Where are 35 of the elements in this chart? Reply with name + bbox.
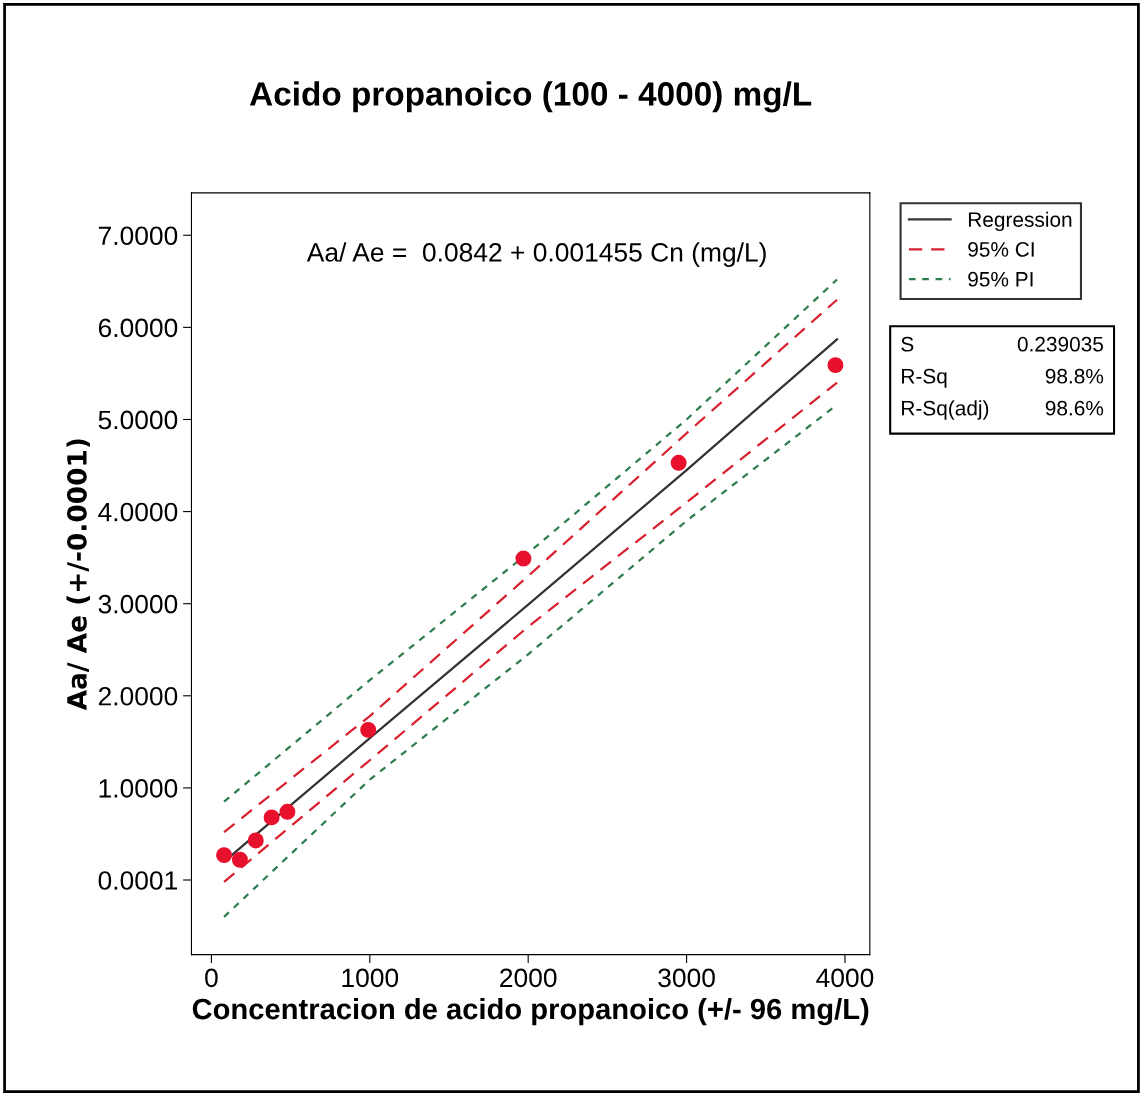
y-tick-label: 3.0000 [98, 594, 178, 614]
x-tick-label: 1000 [342, 968, 399, 988]
point [216, 847, 233, 864]
legend-label: Regression [968, 211, 1072, 232]
legend-label: 95% CI [968, 242, 1034, 257]
point [247, 832, 264, 849]
point [670, 454, 687, 471]
text: R-Sq [902, 368, 947, 388]
point [827, 357, 844, 374]
chart-title: Acido propanoico (100 - 4000) mg/L [249, 81, 812, 113]
text: 98.6% [1045, 400, 1104, 416]
x-tick-label: 3000 [658, 968, 715, 988]
point [263, 809, 280, 826]
x-tick-label: 2000 [500, 968, 557, 988]
legend-label: 95% PI [968, 271, 1033, 287]
y-axis-title: Aa/ Ae (+/-0.0001) [66, 439, 90, 711]
y-tick-label: 6.0000 [98, 318, 178, 338]
x-tick-label: 4000 [816, 968, 874, 988]
point [231, 851, 248, 868]
text: 98.8% [1045, 368, 1104, 384]
text: 0.239035 [1017, 336, 1103, 352]
annotation: Aa/ Ae = 0.0842 + 0.001455 Cn (mg/L) [306, 242, 766, 267]
y-tick-label: 4.0000 [98, 502, 178, 522]
x-axis-title: Concentracion de acido propanoico (+/- 96 mg/L) [192, 997, 869, 1026]
y-tick-label: 1.0000 [99, 779, 178, 798]
y-tick-label: 7.0000 [98, 226, 178, 246]
point [360, 721, 377, 738]
y-tick-label: 5.0000 [98, 410, 178, 430]
y-tick-label: 0.0001 [98, 871, 177, 890]
point [279, 803, 296, 820]
y-tick-label: 2.0000 [98, 686, 178, 706]
text: R-Sq(adj) [902, 400, 989, 420]
x-tick-label: 0 [205, 968, 218, 988]
text: S [901, 336, 914, 352]
point [515, 550, 532, 567]
